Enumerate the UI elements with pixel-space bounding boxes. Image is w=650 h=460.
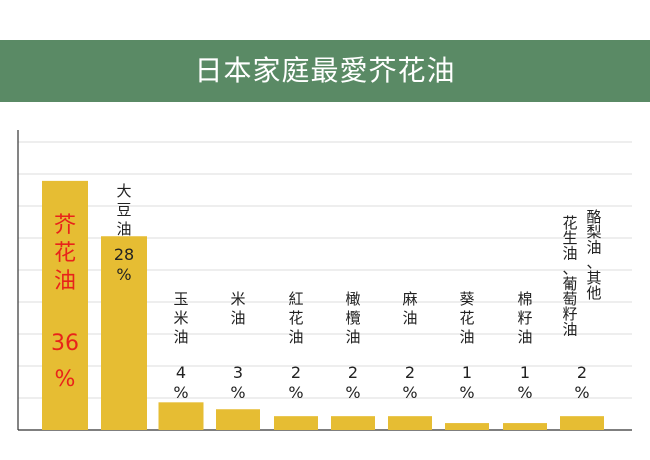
category-label: 油 <box>288 328 303 346</box>
value-label: 28 <box>114 245 134 264</box>
value-label: % <box>345 383 360 402</box>
bar <box>101 236 147 430</box>
category-label: 大 <box>116 182 131 200</box>
chart-title: 日本家庭最愛芥花油 <box>194 54 456 87</box>
category-label: 米 <box>173 309 188 327</box>
category-label: 葵 <box>459 290 474 308</box>
category-label: 他 <box>586 284 601 302</box>
value-label: 2 <box>577 363 587 382</box>
category-label: 葡 <box>562 275 577 293</box>
category-label: 其 <box>586 269 601 287</box>
bar <box>331 416 375 430</box>
value-label: 2 <box>348 363 358 382</box>
category-label: 油 <box>517 328 532 346</box>
category-label: 油 <box>459 328 474 346</box>
value-label: % <box>230 383 245 402</box>
value-label: % <box>459 383 474 402</box>
category-label: 酪 <box>586 208 601 226</box>
category-label: 、 <box>586 254 601 272</box>
category-label: 橄 <box>345 290 360 308</box>
category-label: 、 <box>562 260 577 278</box>
category-label: 油 <box>230 309 245 327</box>
category-label: 花 <box>288 309 303 327</box>
title-banner: 日本家庭最愛芥花油 <box>0 40 650 102</box>
category-label: 麻 <box>402 290 417 308</box>
value-label: 1 <box>520 363 530 382</box>
category-label: 油 <box>402 309 417 327</box>
category-label: 萄 <box>562 290 577 308</box>
category-label: 棉 <box>517 290 532 308</box>
value-label: 3 <box>233 363 243 382</box>
category-label: 花 <box>562 214 577 232</box>
category-label: 米 <box>230 290 245 308</box>
value-label: % <box>116 265 131 284</box>
bar <box>388 416 432 430</box>
value-label: % <box>55 367 76 392</box>
value-label: % <box>173 383 188 402</box>
category-label: 花 <box>459 309 474 327</box>
category-label: 豆 <box>116 201 131 219</box>
bar <box>42 180 88 430</box>
category-label: 欖 <box>345 309 360 327</box>
category-label: 油 <box>345 328 360 346</box>
bar <box>445 423 489 430</box>
category-label: 玉 <box>173 290 188 308</box>
category-label: 油 <box>173 328 188 346</box>
value-label: % <box>517 383 532 402</box>
category-label: 花 <box>54 241 76 266</box>
category-label: 油 <box>54 269 76 294</box>
value-label: % <box>288 383 303 402</box>
category-label: 紅 <box>288 290 303 308</box>
category-label: 油 <box>562 244 577 262</box>
category-label: 油 <box>562 320 577 338</box>
value-label: 1 <box>462 363 472 382</box>
bar <box>560 416 604 430</box>
value-label: % <box>402 383 417 402</box>
value-label: 2 <box>405 363 415 382</box>
bar <box>274 416 318 430</box>
value-label: 2 <box>291 363 301 382</box>
value-label: 4 <box>176 363 186 382</box>
value-label: % <box>574 383 589 402</box>
bar <box>503 423 547 430</box>
category-label: 籽 <box>517 309 532 327</box>
bar <box>216 409 260 430</box>
category-label: 生 <box>562 229 577 247</box>
bar <box>158 402 204 430</box>
value-label: 36 <box>51 331 79 356</box>
category-label: 籽 <box>562 305 577 323</box>
category-label: 油 <box>116 220 131 238</box>
category-label: 芥 <box>54 213 76 238</box>
category-label: 梨 <box>586 223 601 241</box>
category-label: 油 <box>586 238 601 256</box>
